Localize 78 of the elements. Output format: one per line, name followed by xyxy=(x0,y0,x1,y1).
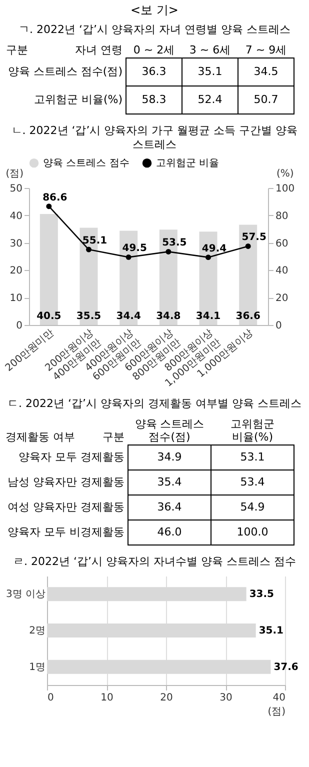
data-label: 57.5 xyxy=(242,232,266,244)
y2-axis-title: (%) xyxy=(276,168,294,180)
y-tick-label: 40 xyxy=(10,211,22,222)
point xyxy=(245,244,251,250)
y-tick-label: 양육 스트레스 점수(점) xyxy=(8,64,122,78)
x-tick-label: 3 ~ 6세 xyxy=(189,43,231,56)
y-axis-title: 경제활동 여부 xyxy=(6,430,76,444)
data-label: 34.5 xyxy=(254,64,278,78)
data-label: 35.1 xyxy=(258,625,284,636)
data-label: 34.4 xyxy=(116,311,141,322)
point xyxy=(126,254,132,260)
data-label: 34.1 xyxy=(196,311,221,322)
legend-label: 양육 스트레스 점수 xyxy=(43,158,130,170)
data-label: 50.7 xyxy=(254,92,278,106)
y-tick-label: 3명 이상 xyxy=(6,588,46,600)
chart-title: ㄱ. 2022년 ‘갑’시 양육자의 자녀 연령별 양육 스트레스 xyxy=(18,23,292,37)
chart-title: ㄴ. 2022년 ‘갑’시 양육자의 가구 월평균 소득 구간별 양육 스트레스 xyxy=(10,124,299,152)
y2-tick-label: 100 xyxy=(276,184,295,195)
y2-tick-label: 60 xyxy=(276,238,288,250)
y-axis-title: 구분 xyxy=(6,43,28,56)
y-tick-label: 고위험군 비율(%) xyxy=(34,92,122,106)
data-label: 35.1 xyxy=(198,64,222,78)
data-label: 36.3 xyxy=(142,64,166,78)
data-label: 53.1 xyxy=(240,450,265,464)
y-tick-label: 2명 xyxy=(29,625,46,636)
data-label: 36.6 xyxy=(236,311,260,322)
y-tick-label: 10 xyxy=(10,293,22,304)
x-tick-label: 7 ~ 9세 xyxy=(245,43,287,56)
x-tick-label: 20 xyxy=(160,692,173,704)
point xyxy=(166,249,172,255)
legend-label: 고위험군 비율 xyxy=(156,158,220,170)
data-label: 53.4 xyxy=(240,476,265,488)
data-label: 35.5 xyxy=(76,311,102,322)
y2-tick-label: 80 xyxy=(276,211,288,222)
data-label: 35.4 xyxy=(157,476,182,488)
point xyxy=(86,247,92,252)
data-label: 40.5 xyxy=(36,311,62,322)
y-tick-label: 20 xyxy=(10,266,22,277)
data-label: 58.3 xyxy=(142,92,166,106)
y-tick-label: 30 xyxy=(10,238,22,250)
y-tick-label: 0 xyxy=(16,320,22,332)
data-label: 55.1 xyxy=(82,236,108,247)
data-label: 33.5 xyxy=(249,588,274,600)
chart-title: ㄹ. 2022년 ‘갑’시 양육자의 자녀수별 양육 스트레스 점수 xyxy=(12,555,297,569)
x-tick-label: 0 ~ 2세 xyxy=(133,43,175,56)
x-tick-label: 40 xyxy=(272,692,286,704)
y-tick-label: 1명 xyxy=(29,662,46,673)
data-label: 52.4 xyxy=(198,92,222,106)
y-tick-label: 양육자 모두 비경제활동 xyxy=(8,526,124,538)
data-label: 54.9 xyxy=(240,500,265,514)
data-label: 86.6 xyxy=(42,192,68,204)
x-axis-title: 자녀 연령 xyxy=(75,43,122,56)
y2-tick-label: 40 xyxy=(276,266,288,277)
x-axis-title: 구분 xyxy=(102,430,124,444)
point xyxy=(206,254,211,260)
x-tick-label: 0 xyxy=(48,692,54,704)
data-label: 34.8 xyxy=(156,311,181,322)
chart-title: ㄷ. 2022년 ‘갑’시 양육자의 경제활동 여부별 양육 스트레스 xyxy=(6,397,302,411)
y-tick-label: 여성 양육자만 경제활동 xyxy=(8,500,124,514)
y2-tick-label: 20 xyxy=(276,293,288,304)
text: <보 기> xyxy=(130,2,180,19)
data-label: 37.6 xyxy=(274,662,298,673)
data-label: 36.4 xyxy=(157,500,182,514)
x-axis-title: (점) xyxy=(268,706,286,718)
y-tick-label: 남성 양육자만 경제활동 xyxy=(8,476,124,488)
data-label: 100.0 xyxy=(236,526,268,538)
y-tick-label: 양육자 모두 경제활동 xyxy=(18,450,124,464)
data-label: 49.5 xyxy=(122,243,147,254)
data-label: 34.9 xyxy=(157,450,182,464)
x-tick-label: 30 xyxy=(220,692,232,704)
x-tick-label: 10 xyxy=(100,692,114,704)
data-label: 46.0 xyxy=(157,526,182,538)
y-axis-title: (점) xyxy=(6,168,24,180)
point xyxy=(46,204,52,210)
data-label: 49.4 xyxy=(202,244,227,255)
y2-tick-label: 0 xyxy=(276,320,282,332)
y-tick-label: 50 xyxy=(10,184,22,195)
data-label: 53.5 xyxy=(162,238,187,249)
